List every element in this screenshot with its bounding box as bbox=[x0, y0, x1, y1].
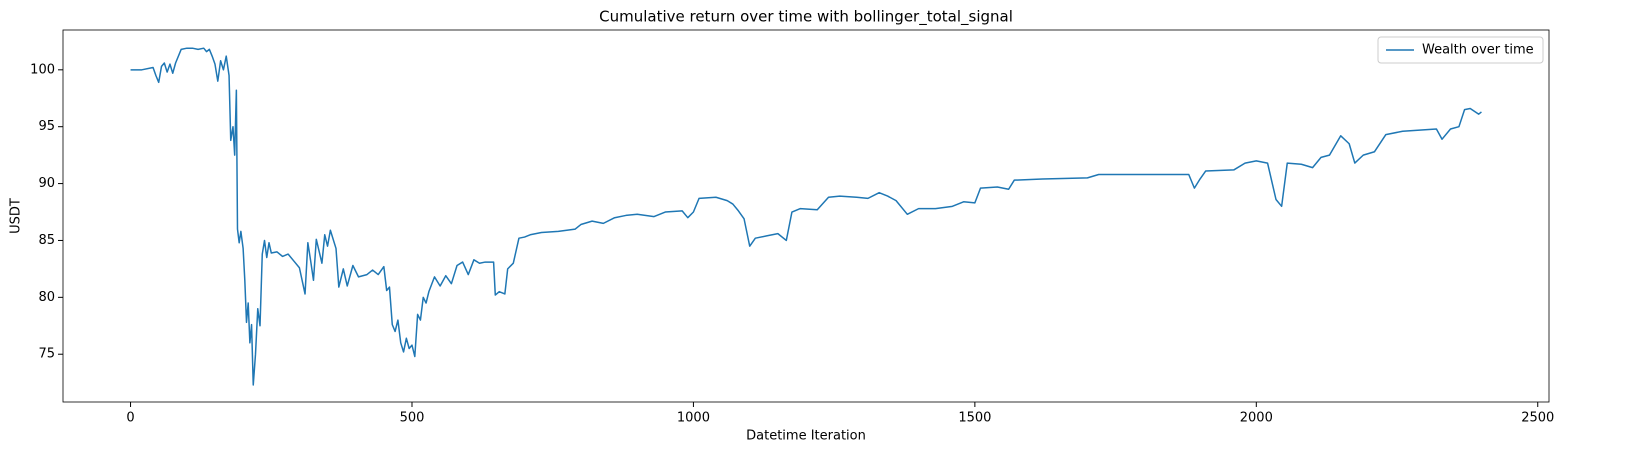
line-series bbox=[130, 47, 1482, 386]
x-tick-label: 1500 bbox=[958, 411, 991, 426]
x-tick-label: 1000 bbox=[677, 411, 710, 426]
x-tick-label: 500 bbox=[400, 411, 425, 426]
y-tick-label: 100 bbox=[30, 62, 55, 77]
x-tick-label: 0 bbox=[126, 411, 134, 426]
y-tick-label: 95 bbox=[38, 119, 55, 134]
x-tick-label: 2000 bbox=[1240, 411, 1273, 426]
y-tick-label: 85 bbox=[38, 233, 55, 248]
chart-title: Cumulative return over time with bolling… bbox=[599, 8, 1013, 27]
legend-box bbox=[1377, 36, 1544, 64]
y-tick-label: 75 bbox=[38, 347, 55, 362]
y-tick-label: 90 bbox=[38, 176, 55, 191]
axes-frame bbox=[62, 29, 1550, 403]
y-axis-label: USDT bbox=[9, 198, 24, 234]
x-axis-label: Datetime Iteration bbox=[746, 429, 866, 444]
y-tick-label: 80 bbox=[38, 290, 55, 305]
legend-label: Wealth over time bbox=[1422, 43, 1534, 58]
x-tick-label: 2500 bbox=[1521, 411, 1554, 426]
